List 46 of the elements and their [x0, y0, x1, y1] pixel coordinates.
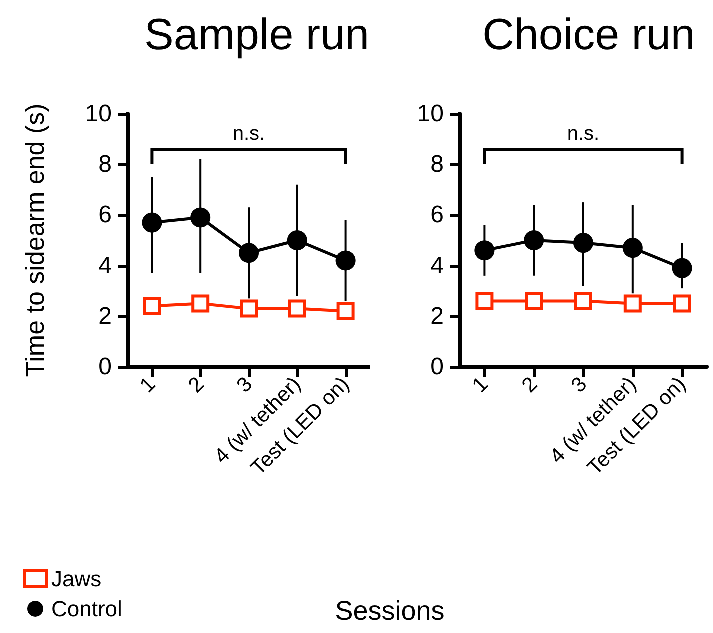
point: [476, 292, 494, 310]
x-tick-label: 3: [567, 372, 592, 398]
point: [336, 250, 356, 271]
point: [672, 258, 692, 278]
x-tick-label: 2: [518, 372, 542, 398]
y-tick-label: 4: [430, 252, 444, 280]
legend-label: Control: [52, 596, 122, 622]
point: [143, 297, 162, 316]
x-tick-label: 1: [468, 372, 493, 398]
x-tick-label: 1: [136, 372, 160, 398]
y-tick-label: 0: [430, 354, 444, 380]
point: [624, 294, 642, 313]
point: [474, 240, 495, 261]
y-tick-label: 8: [430, 151, 444, 178]
point: [524, 230, 544, 250]
chart-title: Sample run: [144, 10, 370, 60]
annotation: n.s.: [232, 123, 266, 145]
y-tick-label: 8: [98, 151, 112, 178]
point: [190, 208, 211, 228]
y-tick-label: 2: [430, 302, 444, 330]
y-tick-label: 0: [98, 354, 112, 380]
y-tick-label: 10: [417, 100, 444, 128]
point: [239, 243, 259, 264]
point: [142, 212, 162, 233]
y-tick-label: 10: [85, 100, 112, 128]
y-tick-label: 2: [98, 302, 112, 330]
annotation: n.s.: [567, 123, 600, 145]
point: [336, 302, 355, 320]
point: [673, 294, 692, 313]
chart-title: Choice run: [482, 10, 696, 60]
point: [574, 233, 594, 254]
point: [622, 238, 643, 258]
point: [192, 294, 210, 313]
legend-label: Jaws: [52, 566, 102, 592]
point: [574, 292, 592, 310]
point: [288, 300, 306, 318]
point: [287, 230, 308, 250]
point: [240, 300, 258, 318]
y-tick-label: 6: [98, 202, 112, 229]
x-axis-title: Sessions: [334, 596, 446, 627]
x-tick-label: 2: [184, 372, 209, 398]
y-tick-label: 6: [430, 202, 444, 229]
point: [525, 292, 544, 310]
x-tick-label: 3: [232, 372, 258, 398]
y-tick-label: 4: [98, 252, 112, 280]
y-axis-title: Time to sidearm end (s): [20, 104, 50, 378]
